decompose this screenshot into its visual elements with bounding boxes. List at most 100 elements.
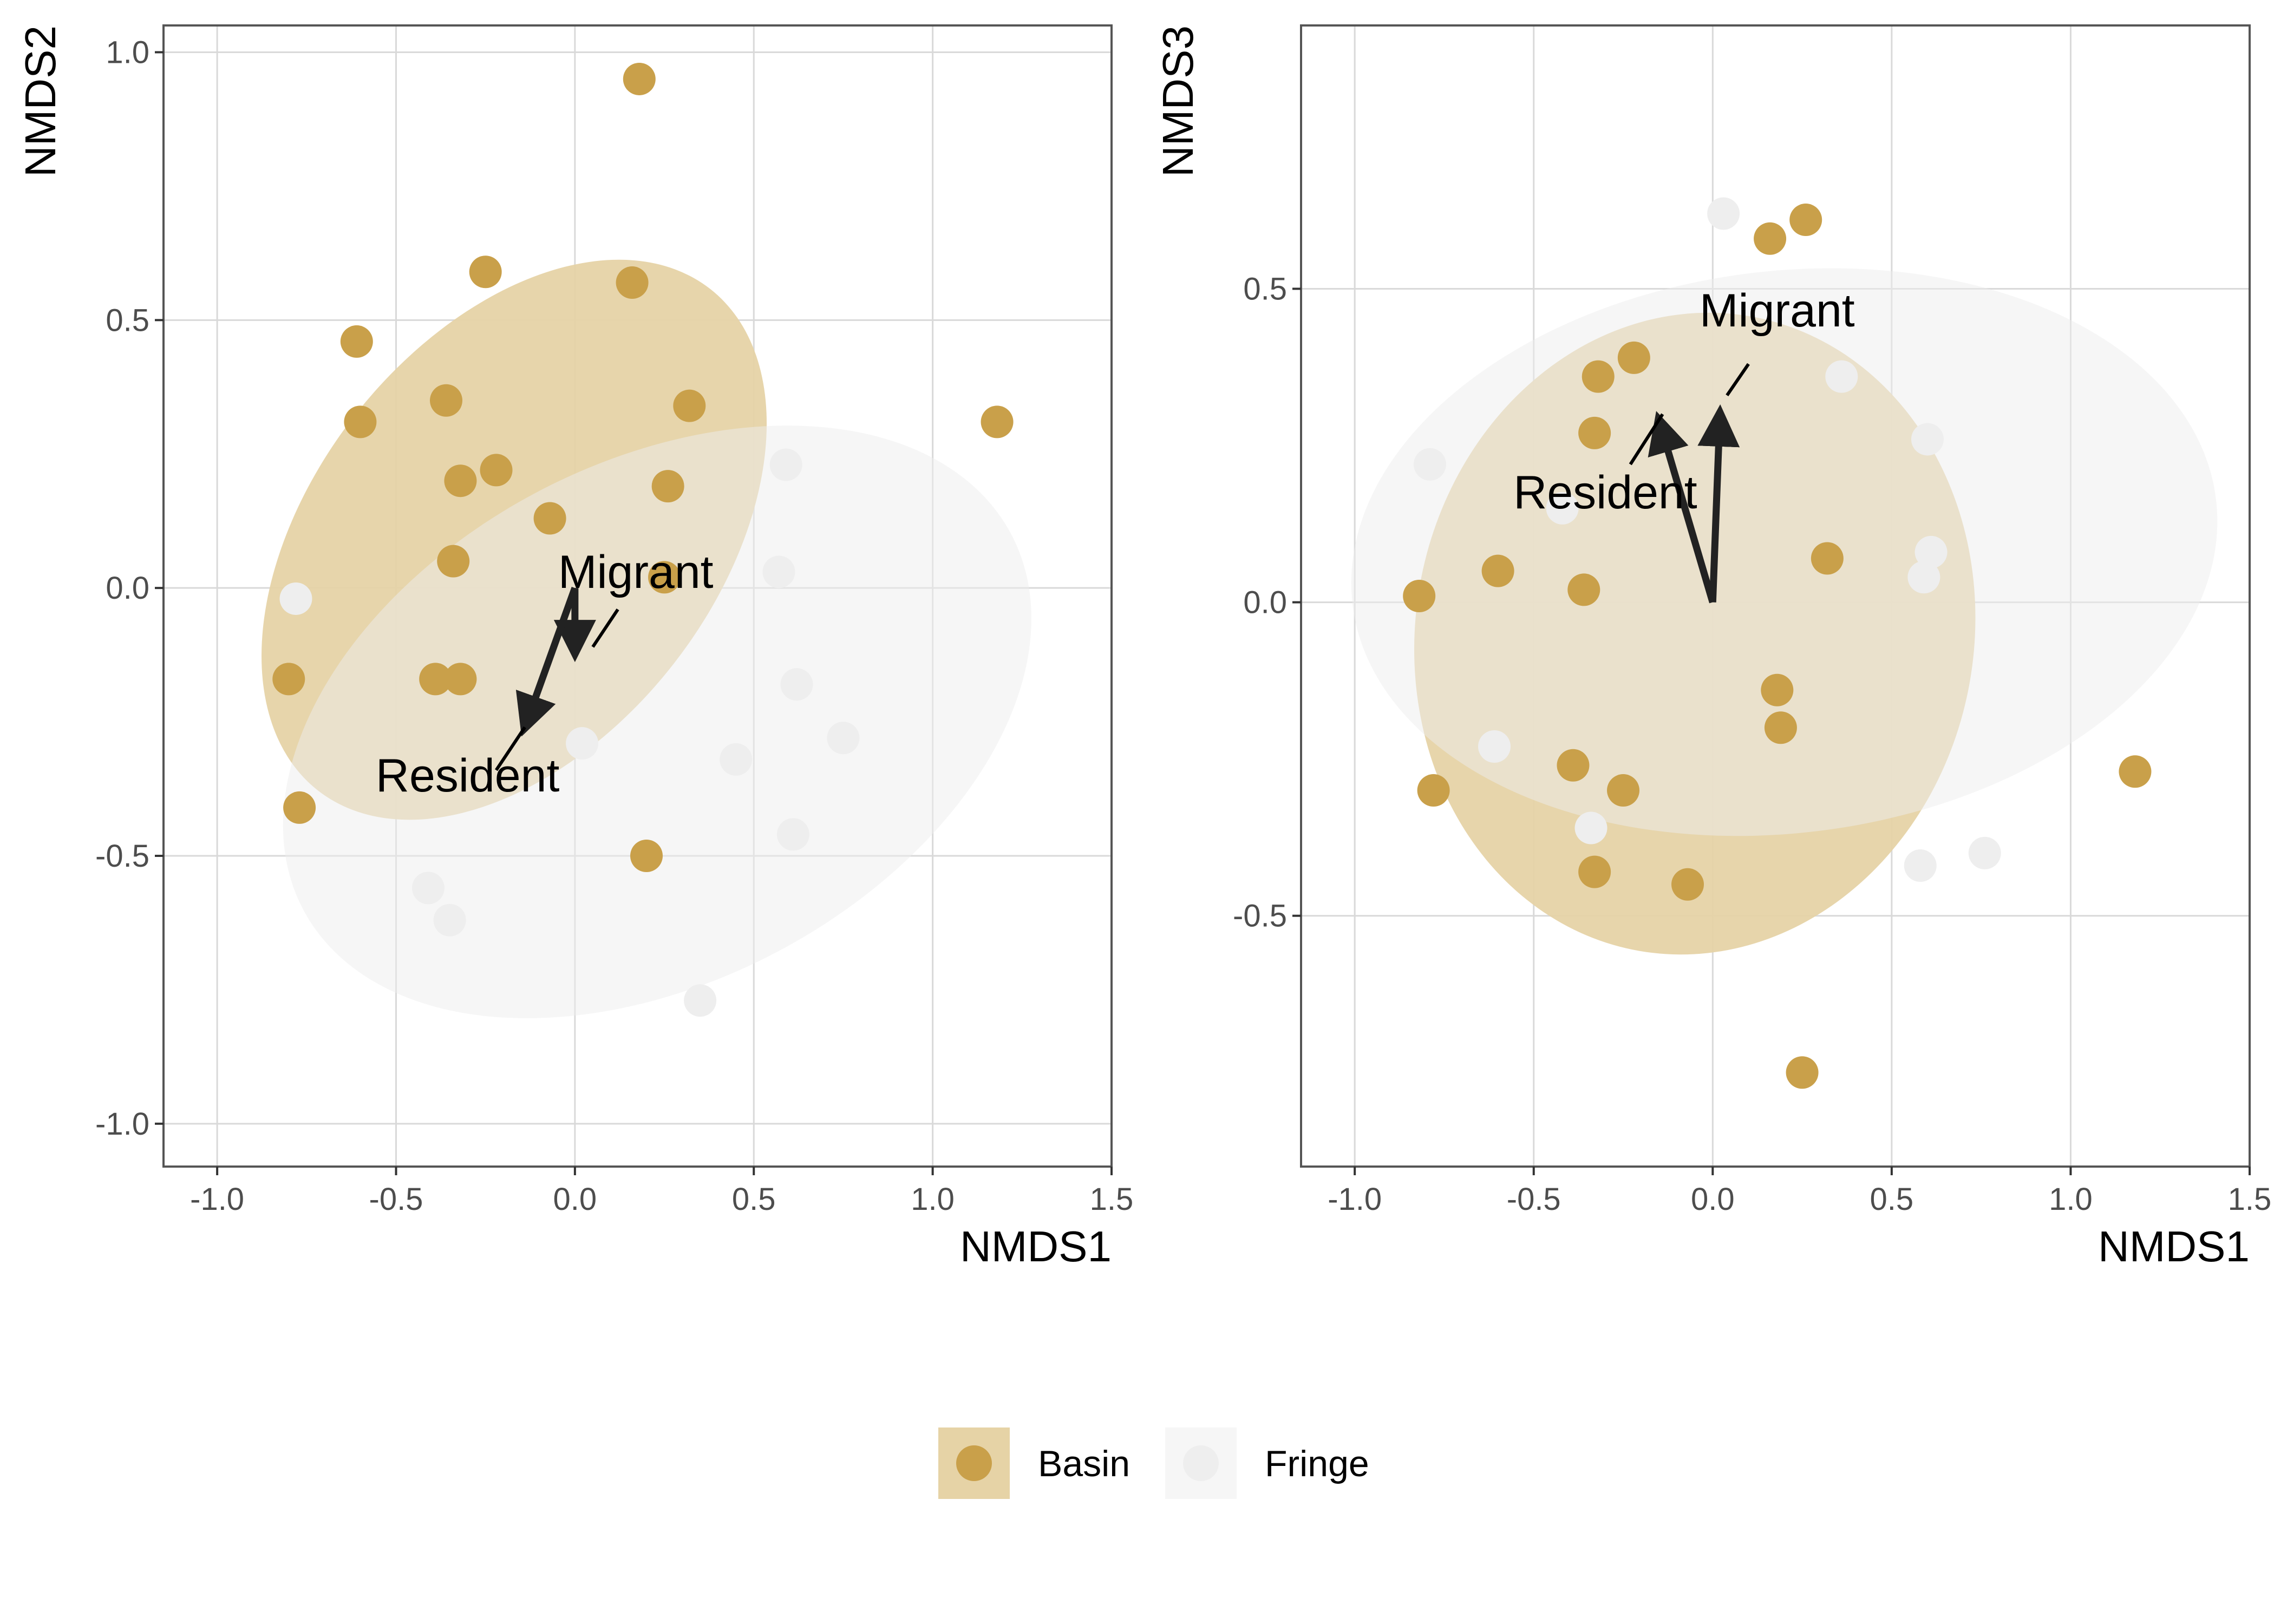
point-basin-6 — [630, 839, 663, 872]
point-fringe-9 — [433, 903, 466, 937]
annotation-line-migrant — [1726, 363, 1750, 397]
point-basin-9 — [533, 502, 566, 535]
x-tick-label-3: 0.5 — [732, 1182, 776, 1217]
y-tick-label-4: 1.0 — [106, 35, 149, 70]
y-tick-label-2: 0.5 — [1243, 271, 1287, 306]
x-tick-label-2: 0.0 — [1691, 1182, 1735, 1217]
y-tick-label-1: 0.0 — [1243, 585, 1287, 620]
point-basin-1 — [1754, 222, 1787, 255]
point-fringe-4 — [827, 722, 860, 755]
point-basin-13 — [1607, 774, 1640, 807]
legend-point-basin — [956, 1445, 992, 1481]
x-tick-label-1: -0.5 — [1507, 1182, 1561, 1217]
point-basin-7 — [1403, 580, 1436, 612]
y-tick-label-0: -0.5 — [1233, 899, 1287, 934]
y-tick-label-0: -1.0 — [95, 1106, 149, 1142]
x-tick-label-0: -1.0 — [1328, 1182, 1382, 1217]
arrow-migrant — [1697, 404, 1740, 603]
point-basin-4 — [429, 384, 462, 417]
point-basin-10 — [437, 545, 470, 578]
x-tick-label-5: 1.5 — [1090, 1182, 1134, 1217]
point-basin-1 — [469, 256, 502, 289]
arrow-resident — [515, 586, 578, 737]
point-fringe-10 — [684, 984, 717, 1017]
point-fringe-2 — [1911, 423, 1944, 456]
arrow-resident — [1648, 411, 1716, 604]
point-basin-12 — [673, 389, 706, 422]
point-fringe-6 — [1478, 730, 1511, 763]
ellipse-fringe — [1351, 268, 2218, 836]
panel-nmds1-nmds2: Migrant Resident -1.0 -0.5 0.0 0.5 1.0 1.5 -1.0 -… — [16, 24, 1134, 1271]
point-fringe-6 — [566, 727, 599, 760]
point-basin-3 — [1617, 341, 1650, 374]
point-fringe-7 — [776, 818, 809, 851]
x-axis-title: NMDS1 — [960, 1222, 1112, 1271]
legend: Basin Fringe — [938, 1427, 1369, 1499]
x-tick-label-3: 0.5 — [1870, 1182, 1914, 1217]
point-fringe-3 — [1414, 448, 1447, 481]
x-tick-label-5: 1.5 — [2228, 1182, 2272, 1217]
point-basin-6 — [1811, 542, 1844, 575]
panel-nmds1-nmds3: Migrant Resident -1.0 -0.5 0.0 0.5 1.0 1.5 -0.5 0… — [1154, 24, 2272, 1271]
legend-label-basin: Basin — [1038, 1443, 1130, 1484]
point-basin-12 — [1557, 749, 1590, 782]
ellipse-fringe — [283, 425, 1031, 1018]
annotation-label-migrant: Migrant — [1700, 285, 1855, 337]
y-tick-label-3: 0.5 — [106, 303, 149, 338]
x-tick-label-4: 1.0 — [2049, 1182, 2093, 1217]
y-axis-title: NMDS3 — [1154, 25, 1202, 177]
point-basin-11 — [1764, 711, 1797, 744]
point-basin-14 — [1417, 774, 1450, 807]
point-basin-16 — [283, 791, 316, 824]
point-basin-5 — [1578, 416, 1611, 449]
point-fringe-9 — [1968, 836, 2001, 869]
point-basin-18 — [648, 561, 681, 594]
point-basin-10 — [1761, 673, 1794, 706]
annotation-label-migrant: Migrant — [558, 546, 714, 598]
point-basin-2 — [1789, 204, 1822, 237]
legend-label-fringe: Fringe — [1265, 1443, 1369, 1484]
x-tick-label-4: 1.0 — [911, 1182, 955, 1217]
point-basin-2 — [616, 266, 649, 299]
point-fringe-1 — [762, 555, 795, 588]
point-basin-16 — [1671, 868, 1704, 901]
point-fringe-10 — [1546, 492, 1579, 525]
point-basin-0 — [623, 62, 656, 95]
annotation-label-resident: Resident — [376, 750, 560, 802]
point-basin-15 — [1578, 855, 1611, 888]
point-fringe-2 — [769, 448, 802, 481]
point-fringe-0 — [1707, 197, 1740, 230]
point-fringe-5 — [720, 743, 753, 776]
point-fringe-3 — [780, 668, 813, 701]
point-fringe-5 — [1907, 561, 1940, 594]
point-fringe-7 — [1574, 811, 1608, 844]
point-basin-4 — [1582, 360, 1615, 393]
point-basin-3 — [344, 405, 377, 438]
point-basin-14 — [419, 663, 452, 696]
panel-border — [1300, 24, 2251, 1168]
annotation-label-resident: Resident — [1513, 467, 1697, 519]
annotation-line-resident — [1629, 413, 1664, 466]
x-axis-title: NMDS1 — [2098, 1222, 2250, 1271]
plot-area — [164, 25, 1112, 1167]
y-axis-title: NMDS2 — [16, 25, 64, 177]
plot-area — [1301, 25, 2250, 1167]
point-basin-17 — [340, 325, 373, 358]
point-basin-9 — [1567, 573, 1600, 606]
legend-point-fringe — [1183, 1445, 1219, 1481]
point-fringe-0 — [279, 582, 312, 615]
point-basin-13 — [272, 663, 305, 696]
y-tick-label-2: 0.0 — [106, 571, 149, 606]
point-basin-8 — [1481, 554, 1514, 587]
x-tick-label-2: 0.0 — [553, 1182, 597, 1217]
y-tick-label-1: -0.5 — [95, 839, 149, 874]
point-fringe-1 — [1825, 360, 1858, 393]
annotation-line-resident — [495, 726, 526, 771]
x-tick-label-1: -0.5 — [369, 1182, 423, 1217]
point-basin-15 — [444, 663, 477, 696]
point-basin-17 — [2119, 755, 2152, 788]
point-fringe-8 — [411, 872, 445, 905]
point-basin-7 — [444, 464, 477, 497]
point-basin-11 — [651, 470, 684, 503]
